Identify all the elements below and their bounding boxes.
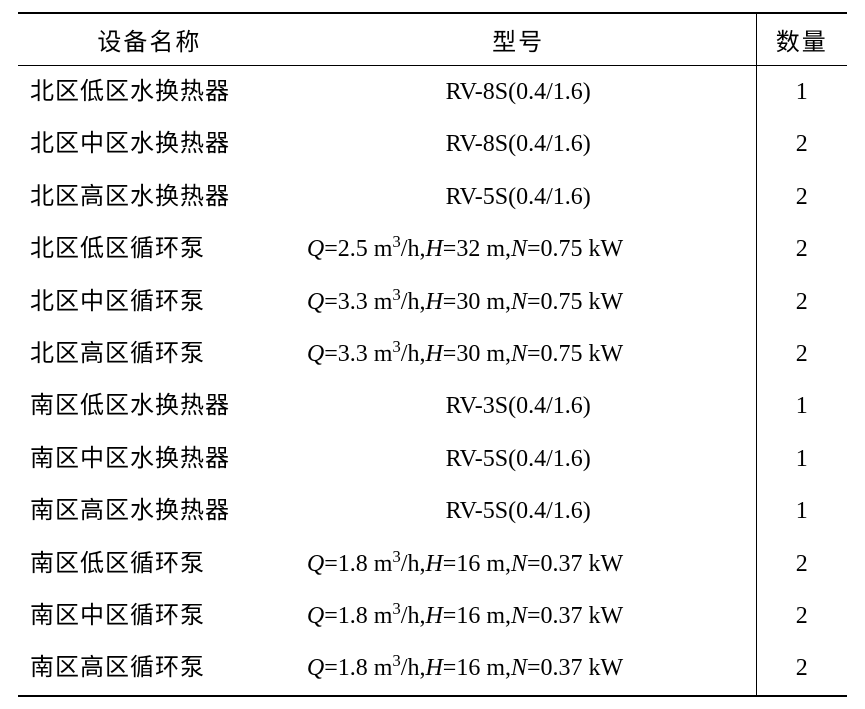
- cell-equipment-name: 南区中区循环泵: [18, 590, 281, 642]
- cell-quantity: 2: [756, 276, 847, 328]
- cell-quantity: 2: [756, 538, 847, 590]
- cell-quantity: 1: [756, 433, 847, 485]
- cell-quantity: 2: [756, 223, 847, 275]
- cell-equipment-name: 北区高区水换热器: [18, 171, 281, 223]
- table-row: 北区高区水换热器RV-5S(0.4/1.6)2: [18, 171, 847, 223]
- table-row: 北区低区循环泵Q=2.5 m3/h,H=32 m,N=0.75 kW2: [18, 223, 847, 275]
- cell-equipment-name: 南区低区循环泵: [18, 538, 281, 590]
- cell-model: Q=1.8 m3/h,H=16 m,N=0.37 kW: [281, 538, 756, 590]
- table-row: 南区中区水换热器RV-5S(0.4/1.6)1: [18, 433, 847, 485]
- cell-model: Q=3.3 m3/h,H=30 m,N=0.75 kW: [281, 328, 756, 380]
- cell-equipment-name: 南区高区循环泵: [18, 642, 281, 695]
- cell-quantity: 2: [756, 118, 847, 170]
- table-row: 南区高区水换热器RV-5S(0.4/1.6)1: [18, 485, 847, 537]
- cell-quantity: 2: [756, 642, 847, 695]
- cell-model: RV-8S(0.4/1.6): [281, 66, 756, 119]
- cell-model: Q=1.8 m3/h,H=16 m,N=0.37 kW: [281, 642, 756, 695]
- cell-model: RV-5S(0.4/1.6): [281, 485, 756, 537]
- table-body: 北区低区水换热器RV-8S(0.4/1.6)1北区中区水换热器RV-8S(0.4…: [18, 66, 847, 696]
- cell-model: RV-3S(0.4/1.6): [281, 380, 756, 432]
- table-row: 北区中区循环泵Q=3.3 m3/h,H=30 m,N=0.75 kW2: [18, 276, 847, 328]
- cell-quantity: 1: [756, 66, 847, 119]
- cell-quantity: 1: [756, 380, 847, 432]
- cell-model: RV-5S(0.4/1.6): [281, 171, 756, 223]
- cell-model: RV-8S(0.4/1.6): [281, 118, 756, 170]
- cell-quantity: 2: [756, 171, 847, 223]
- header-model: 型号: [281, 13, 756, 66]
- table-row: 北区低区水换热器RV-8S(0.4/1.6)1: [18, 66, 847, 119]
- header-quantity: 数量: [756, 13, 847, 66]
- equipment-table: 设备名称 型号 数量 北区低区水换热器RV-8S(0.4/1.6)1北区中区水换…: [18, 12, 847, 697]
- table-row: 南区高区循环泵Q=1.8 m3/h,H=16 m,N=0.37 kW2: [18, 642, 847, 695]
- cell-equipment-name: 南区低区水换热器: [18, 380, 281, 432]
- cell-quantity: 2: [756, 328, 847, 380]
- cell-model: Q=3.3 m3/h,H=30 m,N=0.75 kW: [281, 276, 756, 328]
- cell-model: RV-5S(0.4/1.6): [281, 433, 756, 485]
- cell-equipment-name: 南区高区水换热器: [18, 485, 281, 537]
- table-row: 北区高区循环泵Q=3.3 m3/h,H=30 m,N=0.75 kW2: [18, 328, 847, 380]
- cell-equipment-name: 南区中区水换热器: [18, 433, 281, 485]
- table-header-row: 设备名称 型号 数量: [18, 13, 847, 66]
- cell-model: Q=1.8 m3/h,H=16 m,N=0.37 kW: [281, 590, 756, 642]
- cell-equipment-name: 北区中区循环泵: [18, 276, 281, 328]
- cell-equipment-name: 北区中区水换热器: [18, 118, 281, 170]
- cell-equipment-name: 北区高区循环泵: [18, 328, 281, 380]
- table-row: 北区中区水换热器RV-8S(0.4/1.6)2: [18, 118, 847, 170]
- table-row: 南区中区循环泵Q=1.8 m3/h,H=16 m,N=0.37 kW2: [18, 590, 847, 642]
- cell-quantity: 2: [756, 590, 847, 642]
- cell-model: Q=2.5 m3/h,H=32 m,N=0.75 kW: [281, 223, 756, 275]
- cell-quantity: 1: [756, 485, 847, 537]
- cell-equipment-name: 北区低区循环泵: [18, 223, 281, 275]
- table-row: 南区低区水换热器RV-3S(0.4/1.6)1: [18, 380, 847, 432]
- table-row: 南区低区循环泵Q=1.8 m3/h,H=16 m,N=0.37 kW2: [18, 538, 847, 590]
- header-equipment-name: 设备名称: [18, 13, 281, 66]
- cell-equipment-name: 北区低区水换热器: [18, 66, 281, 119]
